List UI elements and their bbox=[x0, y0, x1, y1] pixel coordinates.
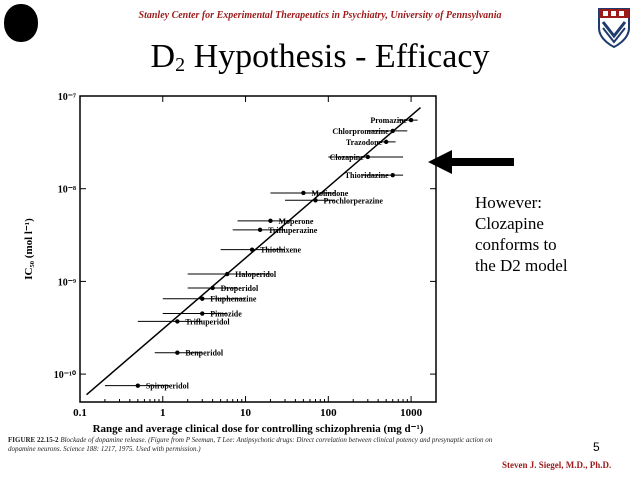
data-point bbox=[390, 128, 395, 134]
y-tick-label: 10⁻¹⁰ bbox=[54, 370, 76, 381]
point-label: Fluphenazine bbox=[210, 295, 257, 304]
circle-logo-icon bbox=[4, 4, 38, 42]
x-tick-label: 1 bbox=[160, 407, 166, 419]
point-label: Promazine bbox=[370, 116, 407, 125]
note-line: conforms to bbox=[475, 235, 557, 254]
title-subscript: 2 bbox=[175, 54, 186, 76]
arrow-left-icon bbox=[428, 150, 514, 174]
data-point bbox=[313, 198, 318, 203]
point-label: Moperone bbox=[278, 217, 313, 226]
figure-caption: FIGURE 22.15-2 Blockade of dopamine rele… bbox=[8, 436, 508, 454]
x-tick-label: 100 bbox=[320, 407, 337, 419]
data-point bbox=[383, 139, 389, 145]
point-label: Trifluperazine bbox=[268, 226, 318, 235]
author-credit: Steven J. Siegel, M.D., Ph.D. bbox=[502, 460, 612, 470]
clozapine-note: However: Clozapine conforms to the D2 mo… bbox=[475, 192, 625, 276]
point-label: Thioridazine bbox=[345, 171, 389, 180]
data-point bbox=[257, 227, 263, 233]
y-axis-label: IC₅₀ (mol l⁻¹) bbox=[23, 218, 35, 280]
point-label: Haloperidol bbox=[235, 270, 277, 279]
data-point bbox=[175, 319, 180, 324]
data-point bbox=[268, 218, 273, 224]
x-axis-label: Range and average clinical dose for cont… bbox=[93, 423, 424, 435]
point-label: Clozapine bbox=[330, 153, 365, 162]
plot-frame bbox=[79, 95, 437, 403]
point-label: Trifluperidol bbox=[185, 317, 230, 326]
point-label: Pimozide bbox=[210, 310, 242, 319]
data-point bbox=[135, 383, 141, 388]
data-point bbox=[175, 350, 180, 355]
point-label: Trazodone bbox=[346, 138, 383, 147]
data-point bbox=[200, 296, 205, 301]
caption-label: FIGURE 22.15-2 bbox=[8, 436, 59, 444]
point-label: Chlorpromazine bbox=[332, 127, 389, 136]
chart-container: 0.1 1 10 100 1000 10⁻⁷ 10⁻⁸ 10⁻⁹ 10⁻¹⁰ IC₅₀ (mol … bbox=[16, 86, 446, 436]
data-point bbox=[390, 172, 395, 178]
page-number: 5 bbox=[593, 440, 600, 454]
penn-shield-icon bbox=[598, 8, 630, 49]
y-tick-label: 10⁻⁸ bbox=[58, 185, 76, 196]
note-line: the D2 model bbox=[475, 256, 568, 275]
data-point bbox=[301, 190, 306, 196]
title-rest: Hypothesis - Efficacy bbox=[185, 38, 490, 75]
y-tick-label: 10⁻⁹ bbox=[58, 277, 76, 288]
note-line: However: bbox=[475, 193, 543, 212]
point-label: Spiroperidol bbox=[146, 382, 190, 391]
point-label: Benperidol bbox=[185, 349, 224, 358]
data-point bbox=[408, 117, 414, 123]
data-point bbox=[210, 285, 215, 291]
point-label: Molindone bbox=[311, 189, 348, 198]
caption-text: Blockade of dopamine release. (Figure fr… bbox=[8, 436, 493, 453]
ic50-vs-dose-chart: 0.1 1 10 100 1000 10⁻⁷ 10⁻⁸ 10⁻⁹ 10⁻¹⁰ IC₅₀ (mol … bbox=[23, 92, 437, 435]
x-tick-label: 0.1 bbox=[73, 407, 87, 419]
data-point bbox=[249, 247, 255, 252]
x-tick-label: 1000 bbox=[400, 407, 423, 419]
slide-title: D2 Hypothesis - Efficacy bbox=[80, 38, 560, 77]
data-point bbox=[224, 271, 230, 277]
note-line: Clozapine bbox=[475, 214, 544, 233]
data-point bbox=[365, 154, 371, 160]
header-institution: Stanley Center for Experimental Therapeu… bbox=[138, 10, 502, 21]
point-label: Droperidol bbox=[221, 284, 259, 293]
data-point bbox=[200, 311, 205, 316]
point-label: Thiothixene bbox=[260, 246, 301, 255]
title-main: D bbox=[150, 38, 176, 75]
point-label: Prochlorperazine bbox=[323, 196, 383, 205]
y-tick-label: 10⁻⁷ bbox=[58, 92, 76, 103]
x-tick-label: 10 bbox=[240, 407, 252, 419]
